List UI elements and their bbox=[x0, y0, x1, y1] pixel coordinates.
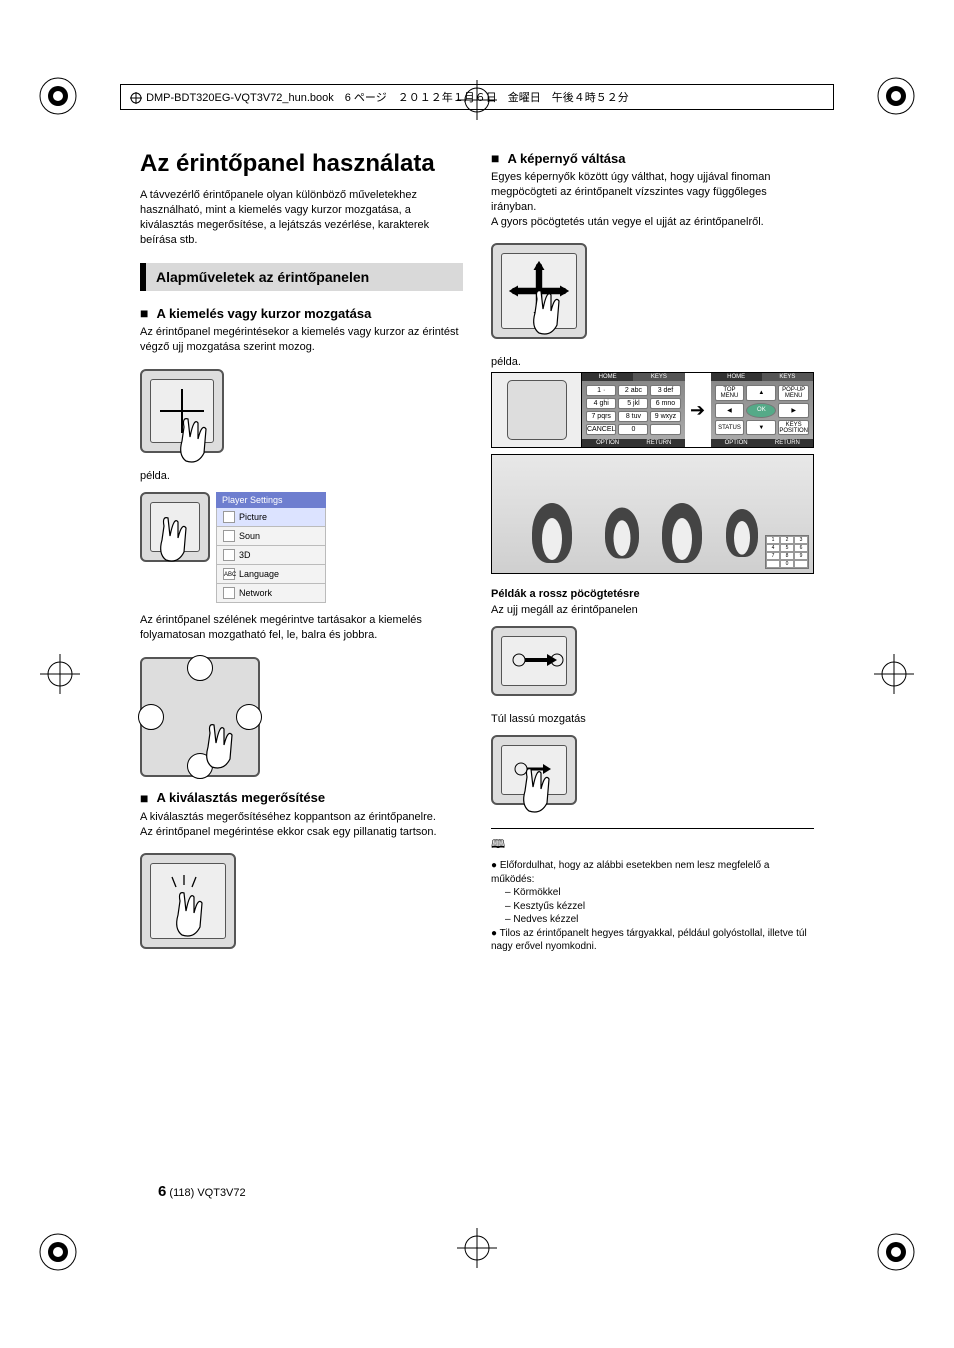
menu-item: Picture bbox=[216, 508, 326, 527]
menu-item: Network bbox=[216, 584, 326, 603]
sound-icon bbox=[223, 530, 235, 542]
figure-touchpad-arrows bbox=[140, 369, 463, 456]
page-number: 6 (118) VQT3V72 bbox=[158, 1183, 246, 1200]
note-item: Nedves kézzel bbox=[491, 913, 814, 927]
overlay-numpad: 123 456 789 0 bbox=[765, 535, 809, 569]
crop-mark-br bbox=[866, 1222, 926, 1282]
remote-dpad: TOP MENU▲POP-UP MENU ◀OK▶ STATUS▼KEYS PO… bbox=[711, 381, 814, 439]
page-title: Az érintőpanel használata bbox=[140, 150, 463, 178]
intro-text: A távvezérlő érintőpanele olyan különböz… bbox=[140, 188, 463, 247]
network-icon bbox=[223, 587, 235, 599]
left-column: Az érintőpanel használata A távvezérlő é… bbox=[140, 150, 463, 1208]
hand-icon bbox=[176, 417, 216, 467]
menu-title: Player Settings bbox=[216, 492, 326, 508]
figure-remote-screens: HOME KEYS 1 ·2 abc3 def 4 ghi5 jkl6 mno … bbox=[491, 372, 814, 448]
switch-body: Egyes képernyők között úgy válthat, hogy… bbox=[491, 170, 814, 229]
sub-heading-switch: A képernyő váltása bbox=[491, 150, 814, 166]
hand-icon bbox=[202, 723, 262, 793]
bad-flick-1: Az ujj megáll az érintőpanelen bbox=[491, 604, 814, 616]
figure-tap bbox=[140, 853, 463, 952]
reg-mark-left bbox=[40, 654, 80, 694]
notes-icon: 🕮 bbox=[491, 835, 814, 856]
divider bbox=[491, 828, 814, 829]
crop-mark-tl bbox=[28, 66, 88, 126]
move-body: Az érintőpanel megérintésekor a kiemelés… bbox=[140, 325, 463, 355]
notes-list: Előfordulhat, hogy az alábbi esetekben n… bbox=[491, 859, 814, 954]
figure-penguins: 123 456 789 0 bbox=[491, 454, 814, 574]
figure-bad-slow bbox=[491, 735, 814, 808]
sub-heading-move: A kiemelés vagy kurzor mozgatása bbox=[140, 305, 463, 321]
picture-icon bbox=[223, 511, 235, 523]
reg-mark-right bbox=[874, 654, 914, 694]
language-icon: ABC bbox=[223, 568, 235, 580]
player-settings-menu: Player Settings Picture Soun 3D ABCLangu… bbox=[216, 492, 326, 603]
note-item: Előfordulhat, hogy az alábbi esetekben n… bbox=[491, 859, 814, 886]
hand-icon bbox=[172, 891, 227, 961]
build-header: DMP-BDT320EG-VQT3V72_hun.book 6 ページ ２０１２… bbox=[120, 84, 834, 110]
menu-item: 3D bbox=[216, 546, 326, 565]
reg-mark-bottom bbox=[457, 1228, 497, 1268]
crop-mark-tr bbox=[866, 66, 926, 126]
figure-edge-touch bbox=[140, 657, 463, 780]
section-bar: Alapműveletek az érintőpanelen bbox=[140, 263, 463, 291]
hand-icon bbox=[529, 289, 584, 359]
bad-flick-title: Példák a rossz pöcögtetésre bbox=[491, 588, 814, 600]
flick-stop-icon bbox=[509, 646, 569, 676]
menu-item: Soun bbox=[216, 527, 326, 546]
menu-item: ABCLanguage bbox=[216, 565, 326, 584]
arrow-right-icon: ➔ bbox=[685, 373, 711, 447]
edge-body: Az érintőpanel szélének megérintve tartá… bbox=[140, 613, 463, 643]
hand-icon bbox=[156, 516, 216, 576]
build-header-text: DMP-BDT320EG-VQT3V72_hun.book 6 ページ ２０１２… bbox=[146, 92, 629, 104]
remote-numpad: 1 ·2 abc3 def 4 ghi5 jkl6 mno 7 pqrs8 tu… bbox=[582, 381, 685, 439]
note-item: Körmökkel bbox=[491, 886, 814, 900]
crop-mark-bl bbox=[28, 1222, 88, 1282]
right-column: A képernyő váltása Egyes képernyők közöt… bbox=[491, 150, 814, 1208]
confirm-body: A kiválasztás megerősítéséhez koppantson… bbox=[140, 810, 463, 840]
example-label-1: példa. bbox=[140, 470, 463, 482]
hand-icon bbox=[519, 767, 574, 822]
tap-lines-icon bbox=[170, 873, 210, 893]
sub-heading-confirm: A kiválasztás megerősítése bbox=[140, 790, 463, 806]
page-content: Az érintőpanel használata A távvezérlő é… bbox=[140, 150, 814, 1208]
three-d-icon bbox=[223, 549, 235, 561]
figure-bad-stop bbox=[491, 626, 814, 699]
note-item: Tilos az érintőpanelt hegyes tárgyakkal,… bbox=[491, 927, 814, 954]
figure-menu-example: Player Settings Picture Soun 3D ABCLangu… bbox=[140, 492, 463, 603]
note-item: Kesztyűs kézzel bbox=[491, 900, 814, 914]
figure-flick bbox=[491, 243, 814, 342]
bad-flick-2: Túl lassú mozgatás bbox=[491, 713, 814, 725]
